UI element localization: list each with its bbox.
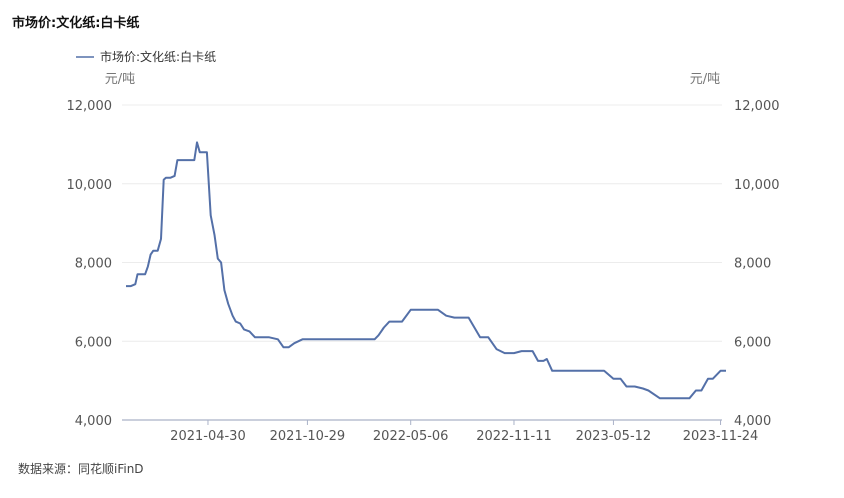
y-axis-unit-right: 元/吨 [690,72,720,87]
chart-title: 市场价:文化纸:白卡纸 [12,16,140,31]
legend[interactable]: 市场价:文化纸:白卡纸 [76,49,216,64]
y-tick-label-left: 10,000 [67,178,113,193]
x-axis: 2021-04-30 2021-10-29 2022-05-06 2022-11-11… [170,420,758,444]
x-tick-label: 2022-05-06 [373,429,449,444]
y-tick-label-right: 8,000 [734,257,771,272]
y-tick-label-right: 6,000 [734,335,771,350]
y-tick-label-right: 12,000 [734,99,780,114]
x-tick-label: 2022-11-11 [476,429,552,444]
x-tick-label: 2021-04-30 [170,429,246,444]
y-tick-label-right: 10,000 [734,178,780,193]
y-tick-label-left: 4,000 [75,414,112,429]
x-tick-label: 2023-05-12 [576,429,652,444]
data-source: 数据来源：同花顺iFinD [18,462,144,476]
legend-label: 市场价:文化纸:白卡纸 [100,49,216,64]
y-axis-left: 12,000 10,000 8,000 6,000 4,000 [67,99,113,429]
series-line-0[interactable] [126,141,726,400]
y-tick-label-left: 6,000 [75,335,112,350]
x-tick-label: 2021-10-29 [270,429,346,444]
y-tick-label-left: 12,000 [67,99,113,114]
y-tick-label-left: 8,000 [75,257,112,272]
y-tick-label-right: 4,000 [734,414,771,429]
series-group [126,141,726,400]
y-axis-right: 12,000 10,000 8,000 6,000 4,000 [734,99,780,429]
x-tick-label: 2023-11-24 [683,429,759,444]
y-axis-unit-left: 元/吨 [105,72,135,87]
